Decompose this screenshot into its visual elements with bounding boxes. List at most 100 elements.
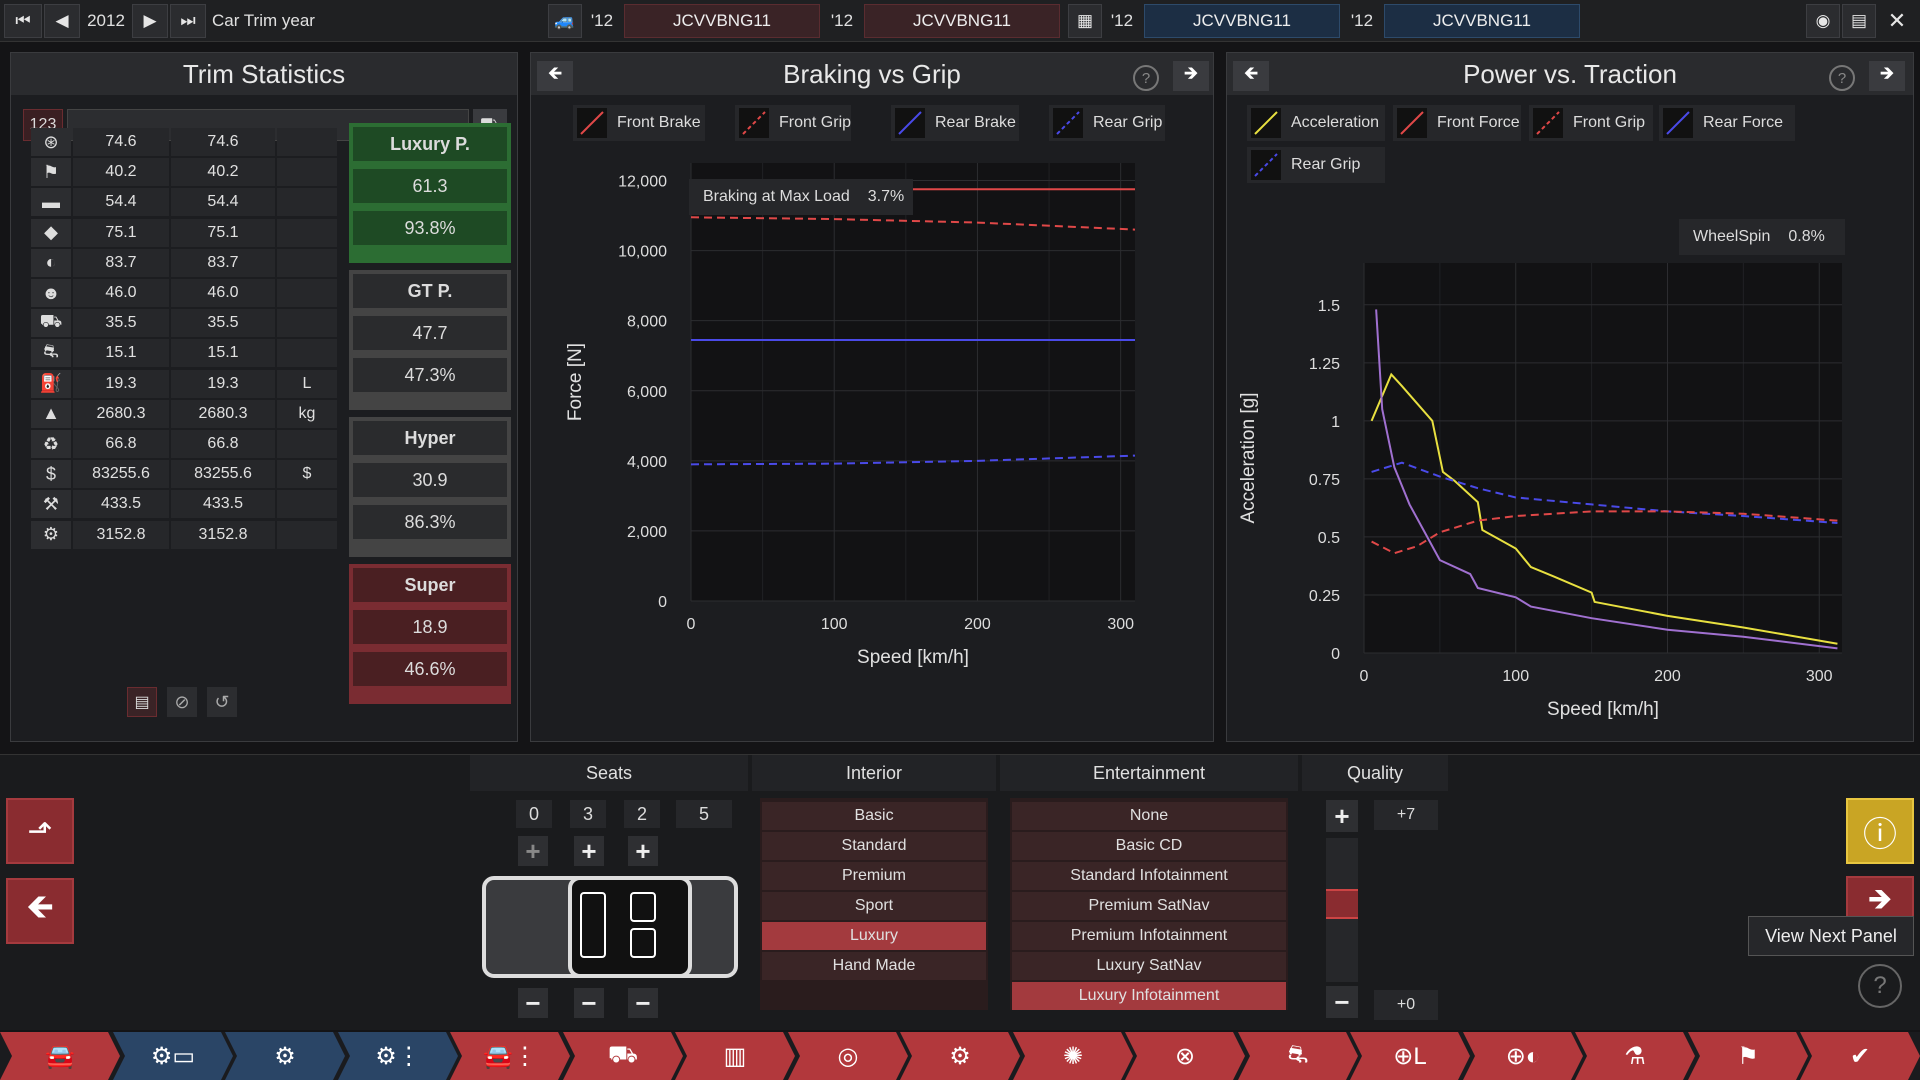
compare-slot-1[interactable]: JCVVBNG11 — [624, 4, 820, 38]
legend-item[interactable]: Rear Brake — [891, 105, 1019, 141]
option-item[interactable]: None — [1012, 802, 1286, 830]
environment-icon: ♻ — [31, 430, 71, 458]
compare-car-icon[interactable]: 🚙 — [548, 4, 582, 38]
reset-icon[interactable]: ↺ — [207, 687, 237, 717]
steering-wheel-icon: ⊛ — [31, 128, 71, 156]
panel-title: Trim Statistics — [11, 53, 517, 95]
first-year-button[interactable]: ⏮ — [4, 4, 42, 38]
notes-icon[interactable]: ▤ — [127, 687, 157, 717]
compare-slot-3[interactable]: JCVVBNG11 — [1144, 4, 1340, 38]
camera-icon[interactable]: ◉ — [1806, 4, 1840, 38]
remove-seat-row1-button[interactable]: − — [518, 988, 548, 1018]
legend-item[interactable]: Rear Grip — [1049, 105, 1165, 141]
legend-label: Rear Brake — [935, 114, 1016, 131]
nav-tab[interactable]: ✺ — [1013, 1032, 1133, 1080]
nav-tab[interactable]: ⚑ — [1688, 1032, 1808, 1080]
option-item[interactable]: Basic — [762, 802, 986, 830]
option-item[interactable]: Premium SatNav — [1012, 892, 1286, 920]
compare-slot-2[interactable]: JCVVBNG11 — [864, 4, 1060, 38]
add-seat-row2-button[interactable]: + — [574, 836, 604, 866]
x-tick-label: 200 — [1654, 668, 1681, 685]
option-item[interactable]: Premium Infotainment — [1012, 922, 1286, 950]
nav-tab[interactable]: ⊗ — [1125, 1032, 1245, 1080]
remove-seat-row2-button[interactable]: − — [574, 988, 604, 1018]
nav-tab[interactable]: ⚙▭ — [113, 1032, 233, 1080]
quality-decrease-button[interactable]: − — [1326, 986, 1358, 1018]
option-item[interactable]: Luxury SatNav — [1012, 952, 1286, 980]
previous-year-button[interactable]: ◀ — [44, 4, 80, 38]
help-icon[interactable]: ? — [1133, 65, 1159, 91]
legend-item[interactable]: Front Grip — [1529, 105, 1653, 141]
back-arrow-icon[interactable]: 🡸 — [6, 878, 74, 944]
quality-increase-button[interactable]: + — [1326, 800, 1358, 832]
x-tick-label: 300 — [1107, 616, 1134, 633]
diamond-icon: ◆ — [31, 218, 71, 247]
clear-icon[interactable]: ⊘ — [167, 687, 197, 717]
remove-seat-row3-button[interactable]: − — [628, 988, 658, 1018]
graph-toggle-icon[interactable]: ⬏ — [6, 798, 74, 864]
stat-compare-value: 433.5 — [171, 490, 275, 519]
add-seat-row3-button[interactable]: + — [628, 836, 658, 866]
stat-value: 83.7 — [73, 248, 169, 277]
warning-icon[interactable]: ⓘ — [1846, 798, 1914, 864]
nav-tab[interactable]: ◎ — [788, 1032, 908, 1080]
y-tick-label: 1 — [1331, 414, 1340, 431]
x-axis-label: Speed [km/h] — [857, 647, 969, 668]
legend-item[interactable]: Rear Grip — [1247, 147, 1385, 183]
legend-item[interactable]: Front Force — [1393, 105, 1521, 141]
next-panel-button[interactable]: 🡺 — [1173, 61, 1209, 91]
nav-tab[interactable]: ⚙ — [225, 1032, 345, 1080]
option-item[interactable]: Standard — [762, 832, 986, 860]
nav-tab[interactable]: 🚘 — [0, 1032, 120, 1080]
option-item[interactable]: Luxury — [762, 922, 986, 950]
nav-tab[interactable]: ⊕L — [1350, 1032, 1470, 1080]
option-item[interactable]: Premium — [762, 862, 986, 890]
legend-item[interactable]: Rear Force — [1659, 105, 1795, 141]
previous-panel-button[interactable]: 🡸 — [537, 61, 573, 91]
legend-item[interactable]: Acceleration — [1247, 105, 1385, 141]
nav-tab[interactable]: ⚙⋮ — [338, 1032, 458, 1080]
compare-slot-4[interactable]: JCVVBNG11 — [1384, 4, 1580, 38]
close-icon[interactable]: ✕ — [1880, 4, 1914, 38]
stat-value: 2680.3 — [73, 399, 169, 428]
quality-slider-handle[interactable] — [1326, 889, 1358, 919]
nav-tab[interactable]: ⊕◐ — [1463, 1032, 1583, 1080]
power-chart: 0 100 200 300 0 0.25 0.5 0.75 1 1.25 1.5 Speed [km/… — [1238, 263, 1842, 720]
market-score: 30.9 — [353, 463, 507, 497]
wheels-icon: ⊗ — [1174, 1042, 1196, 1070]
option-item[interactable]: Luxury Infotainment — [1012, 982, 1286, 1010]
nav-tab[interactable]: ⛟ — [563, 1032, 683, 1080]
legend-item[interactable]: Front Grip — [735, 105, 851, 141]
nav-tab[interactable]: ⚗ — [1575, 1032, 1695, 1080]
option-item[interactable]: Standard Infotainment — [1012, 862, 1286, 890]
legend-item[interactable]: Front Brake — [573, 105, 705, 141]
compare-engine-icon[interactable]: ▦ — [1068, 4, 1102, 38]
stat-row: ⛽ 19.3 19.3 L — [31, 369, 346, 399]
option-item[interactable]: Basic CD — [1012, 832, 1286, 860]
help-icon[interactable]: ? — [1829, 65, 1855, 91]
seat-layout-diagram — [482, 876, 738, 978]
nav-tab[interactable]: ▥ — [675, 1032, 795, 1080]
drivetrain-icon: ◎ — [837, 1042, 859, 1070]
last-year-button[interactable]: ⏭ — [170, 4, 206, 38]
stat-value: 75.1 — [73, 218, 169, 247]
market-name: GT P. — [353, 274, 507, 308]
nav-tab[interactable]: ✔ — [1800, 1032, 1920, 1080]
quality-slider-track[interactable] — [1326, 838, 1358, 982]
nav-tab[interactable]: 🚘⋮ — [450, 1032, 570, 1080]
calculator-icon[interactable]: ▤ — [1842, 4, 1876, 38]
option-item[interactable]: Sport — [762, 892, 986, 920]
nav-tab[interactable]: ⛐ — [1238, 1032, 1358, 1080]
help-icon[interactable]: ? — [1858, 964, 1902, 1008]
entertainment-header: Entertainment — [1000, 755, 1298, 791]
series-line-rear-force — [1375, 309, 1838, 650]
previous-panel-button[interactable]: 🡸 — [1233, 61, 1269, 91]
nav-tab[interactable]: ⚙ — [900, 1032, 1020, 1080]
option-item[interactable]: Hand Made — [762, 952, 986, 980]
next-year-button[interactable]: ▶ — [132, 4, 168, 38]
year-label: 2012 — [87, 11, 125, 30]
next-panel-button[interactable]: 🡺 — [1869, 61, 1905, 91]
add-seat-row1-button[interactable]: + — [518, 836, 548, 866]
legend-swatch-icon — [1663, 108, 1693, 138]
cost-icon: $ — [31, 460, 71, 489]
